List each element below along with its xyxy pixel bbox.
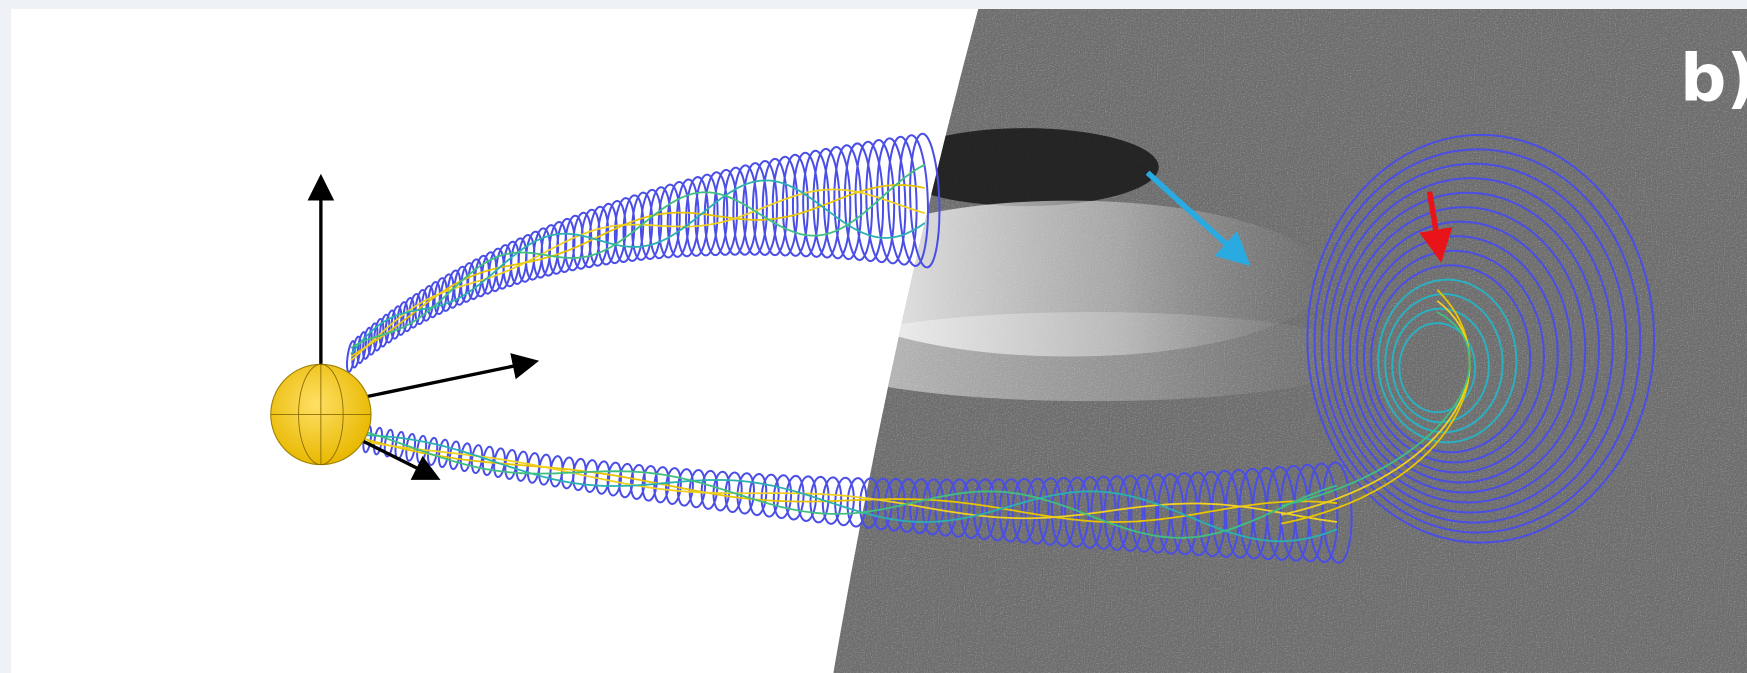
helix-loop	[797, 475, 818, 522]
helix-loop	[618, 462, 634, 499]
field-line	[350, 163, 926, 349]
helix-loop	[722, 166, 748, 256]
helix-loop	[1355, 235, 1559, 474]
helix-loop	[1341, 206, 1587, 494]
helix-loop	[1377, 278, 1518, 444]
field-line	[356, 428, 1338, 539]
helix-loop	[909, 132, 941, 269]
helix-loop	[605, 199, 627, 265]
helix-loop	[1384, 293, 1504, 434]
helix-loop	[588, 205, 610, 267]
helix-loop	[843, 142, 874, 262]
helix-loop	[1063, 476, 1090, 548]
helix-loop	[947, 478, 971, 538]
helix-loop	[373, 426, 384, 456]
helix-loop	[1307, 462, 1339, 563]
helix-loop	[809, 475, 830, 524]
coronagraph-image	[833, 8, 1747, 673]
helix-loop	[580, 208, 601, 269]
helix-loop	[437, 438, 450, 469]
field-line	[1281, 300, 1471, 516]
helix-loop	[865, 139, 896, 264]
helix-loop	[657, 183, 681, 259]
helix-loop	[760, 473, 780, 518]
helix-loop	[1398, 322, 1477, 414]
helix-loop	[1320, 162, 1628, 524]
helix-loop	[822, 146, 852, 260]
helix-loop	[1024, 477, 1050, 545]
helix-loop	[459, 442, 472, 473]
helix-loop	[784, 474, 805, 521]
helix-loop	[596, 202, 618, 266]
helix-loop	[1143, 473, 1171, 554]
helix-loop	[771, 155, 799, 257]
helix-loop	[713, 168, 739, 256]
helix-loop	[854, 140, 885, 263]
helix-loop	[1306, 133, 1656, 544]
helix-loop	[846, 477, 868, 528]
helix-loop	[648, 186, 672, 260]
helix-loop	[1370, 264, 1532, 454]
helix-loop	[751, 159, 779, 256]
helix-loop	[812, 147, 841, 259]
helix-loop	[700, 469, 719, 510]
helix-loop	[781, 153, 809, 257]
helix-loop	[1313, 148, 1642, 534]
helix-loop	[1050, 477, 1077, 547]
bright-streak	[833, 311, 1371, 402]
dark-band	[891, 128, 1159, 207]
cyan-arrow	[1145, 170, 1251, 266]
helix-loop	[470, 444, 484, 475]
field-line	[356, 439, 1338, 523]
helix-loop	[972, 478, 997, 541]
helix-loop	[606, 461, 623, 497]
helix-loop	[1037, 477, 1063, 546]
helix-loop	[666, 181, 691, 258]
field-line	[1281, 289, 1471, 525]
field-line	[350, 179, 926, 355]
helix-loop	[685, 176, 710, 257]
helix-loop	[1130, 474, 1158, 553]
helix-loop	[871, 477, 893, 531]
helix-loop	[1116, 474, 1144, 552]
helix-loop	[1103, 475, 1131, 551]
helix-loop	[898, 134, 929, 267]
helix-loop	[1334, 191, 1600, 504]
helix-loop	[688, 469, 707, 509]
helix-loop	[448, 440, 461, 471]
helix-loop	[833, 144, 863, 261]
helix-loop	[742, 162, 768, 256]
helix-loop	[1363, 249, 1545, 464]
helix-loop	[629, 463, 646, 500]
helix-loop	[772, 474, 793, 520]
helix-loop	[934, 478, 958, 537]
field-line	[350, 188, 926, 362]
field-line	[356, 433, 1338, 543]
red-arrow	[1419, 191, 1453, 263]
field-line	[1281, 311, 1471, 507]
helix-loop	[631, 191, 654, 261]
helix-loop	[960, 478, 984, 539]
flux-rope	[345, 132, 1656, 564]
helix-loop	[622, 194, 645, 262]
helix-loop	[383, 428, 395, 458]
sun	[270, 363, 372, 466]
helix-loop	[675, 178, 700, 258]
helix-loop	[595, 460, 611, 495]
helix-loop	[909, 478, 932, 535]
panel-label: b)	[1680, 41, 1747, 116]
helix-loop	[1327, 177, 1614, 514]
helix-loop	[859, 477, 881, 529]
helix-loop	[1348, 220, 1573, 484]
